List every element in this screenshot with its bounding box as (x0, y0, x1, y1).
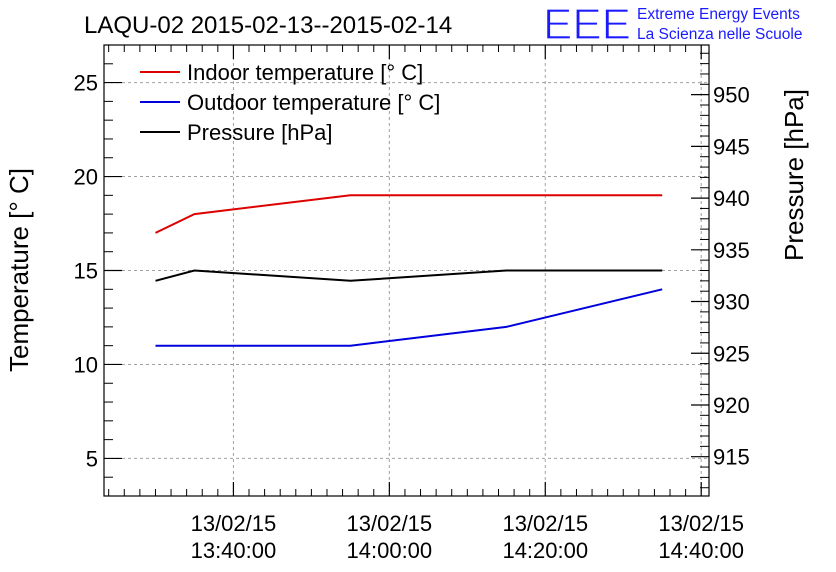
logo-mark: EEE (543, 0, 631, 49)
y-axis-label-right: Pressure [hPa] (779, 89, 809, 261)
y-right-tick-label: 920 (713, 393, 750, 418)
y-left-tick-label: 5 (86, 446, 98, 471)
y-right-tick-label: 940 (713, 186, 750, 211)
logo-line-2: La Scienza nelle Scuole (637, 26, 802, 43)
y-right-tick-label: 930 (713, 290, 750, 315)
legend-label-2: Pressure [hPa] (187, 120, 333, 145)
y-left-tick-label: 20 (74, 165, 98, 190)
y-axis-label-left: Temperature [° C] (4, 168, 34, 372)
logo-line-1: Extreme Energy Events (637, 6, 800, 23)
legend-label-0: Indoor temperature [° C] (187, 60, 423, 85)
x-tick-label-date: 13/02/15 (347, 511, 433, 536)
y-right-tick-label: 945 (713, 134, 750, 159)
legend: Indoor temperature [° C] Outdoor temperat… (140, 60, 440, 145)
y-left-tick-label: 15 (74, 259, 98, 284)
series-layer (155, 194, 663, 347)
x-tick-label-time: 14:00:00 (347, 538, 433, 563)
series-line-0 (155, 194, 663, 234)
series-line-1 (155, 288, 663, 347)
y-right-tick-label: 950 (713, 83, 750, 108)
y-right-tick-label: 925 (713, 341, 750, 366)
legend-label-1: Outdoor temperature [° C] (187, 90, 440, 115)
x-tick-label-date: 13/02/15 (191, 511, 277, 536)
x-tick-label-date: 13/02/15 (502, 511, 588, 536)
x-tick-label-date: 13/02/15 (658, 511, 744, 536)
axis-ticks: 13/02/1513:40:0013/02/1514:00:0013/02/15… (74, 44, 750, 563)
chart-title: LAQU-02 2015-02-13--2015-02-14 (84, 12, 452, 39)
x-tick-label-time: 14:20:00 (502, 538, 588, 563)
y-right-tick-label: 935 (713, 238, 750, 263)
y-left-tick-label: 25 (74, 71, 98, 96)
y-left-tick-label: 10 (74, 352, 98, 377)
y-right-tick-label: 915 (713, 445, 750, 470)
series-line-2 (155, 269, 663, 282)
x-tick-label-time: 13:40:00 (191, 538, 277, 563)
x-tick-label-time: 14:40:00 (658, 538, 744, 563)
